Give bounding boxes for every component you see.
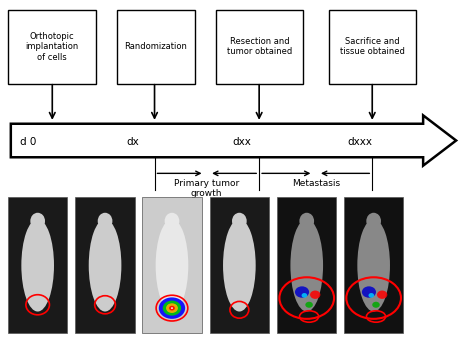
Bar xyxy=(142,197,201,333)
Ellipse shape xyxy=(21,219,54,312)
Text: Randomization: Randomization xyxy=(124,42,187,51)
FancyBboxPatch shape xyxy=(216,10,303,83)
FancyBboxPatch shape xyxy=(9,10,96,83)
Ellipse shape xyxy=(305,302,313,308)
Text: dxx: dxx xyxy=(232,137,251,146)
Ellipse shape xyxy=(159,297,185,319)
Text: Resection and
tumor obtained: Resection and tumor obtained xyxy=(227,37,292,56)
Ellipse shape xyxy=(171,307,173,309)
Text: Sacrifice and
tissue obtained: Sacrifice and tissue obtained xyxy=(340,37,405,56)
Text: dx: dx xyxy=(126,137,139,146)
Ellipse shape xyxy=(368,293,374,298)
Text: Metastasis: Metastasis xyxy=(292,179,340,188)
Ellipse shape xyxy=(295,286,309,298)
Ellipse shape xyxy=(291,219,323,312)
Ellipse shape xyxy=(301,293,307,298)
Ellipse shape xyxy=(89,219,121,312)
Ellipse shape xyxy=(98,213,112,230)
Text: Primary tumor
growth: Primary tumor growth xyxy=(174,179,239,198)
Bar xyxy=(344,197,403,333)
Bar xyxy=(277,197,337,333)
Bar xyxy=(210,197,269,333)
Bar xyxy=(8,197,67,333)
Ellipse shape xyxy=(362,286,376,298)
Text: dxxx: dxxx xyxy=(348,137,373,146)
Text: d 0: d 0 xyxy=(20,137,36,146)
Ellipse shape xyxy=(166,303,178,313)
Ellipse shape xyxy=(357,219,390,312)
Ellipse shape xyxy=(232,213,246,230)
Ellipse shape xyxy=(223,219,255,312)
Text: Orthotopic
implantation
of cells: Orthotopic implantation of cells xyxy=(26,32,79,62)
Ellipse shape xyxy=(155,219,188,312)
Ellipse shape xyxy=(30,213,45,230)
Ellipse shape xyxy=(372,302,380,308)
Polygon shape xyxy=(11,115,456,166)
Ellipse shape xyxy=(300,213,314,230)
Bar xyxy=(75,197,135,333)
Ellipse shape xyxy=(366,213,381,230)
Ellipse shape xyxy=(164,213,179,230)
Ellipse shape xyxy=(169,306,175,311)
Ellipse shape xyxy=(377,291,387,299)
FancyBboxPatch shape xyxy=(117,10,195,83)
Ellipse shape xyxy=(310,291,320,299)
Ellipse shape xyxy=(163,300,181,316)
FancyBboxPatch shape xyxy=(329,10,416,83)
